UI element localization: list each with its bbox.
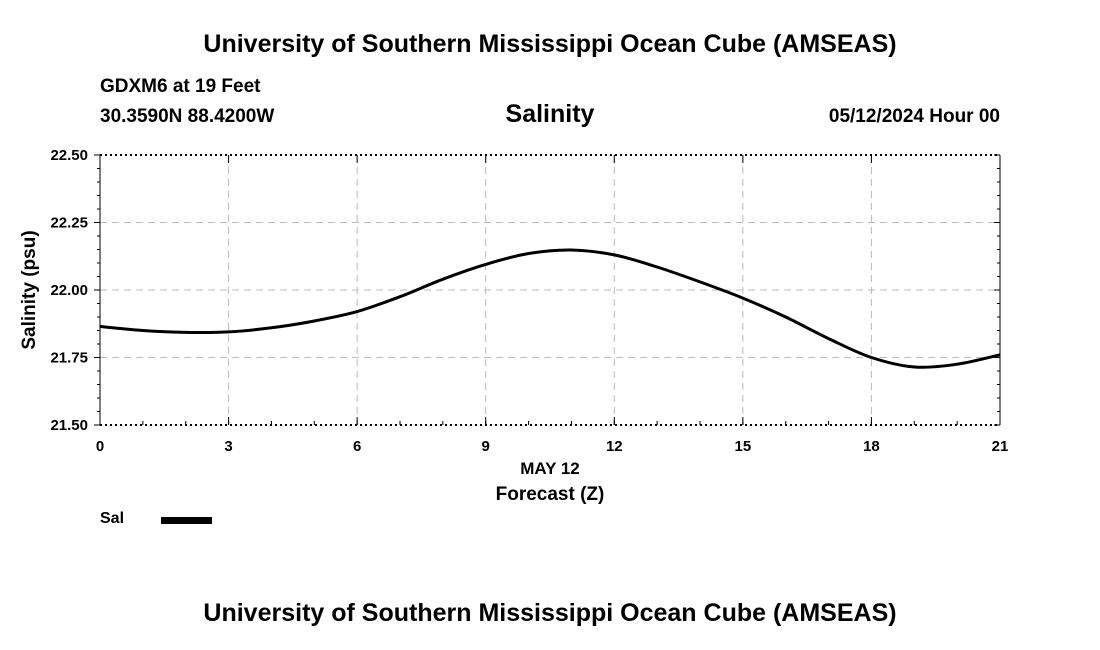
y-tick-label: 21.75 xyxy=(50,350,88,367)
y-tick-label: 22.50 xyxy=(50,147,88,164)
legend-line-swatch xyxy=(161,517,212,524)
x-tick-label: 0 xyxy=(96,438,104,455)
legend-label: Sal xyxy=(100,510,125,527)
x-tick-label: 9 xyxy=(482,438,490,455)
x-tick-label: 12 xyxy=(606,438,623,455)
x-tick-label: 15 xyxy=(735,438,752,455)
y-tick-label: 22.25 xyxy=(50,215,88,232)
x-axis-label: Forecast (Z) xyxy=(496,484,605,505)
x-tick-label: 6 xyxy=(353,438,361,455)
chart-title: Salinity xyxy=(505,100,595,128)
series-line-sal xyxy=(99,248,1001,369)
page-title-top: University of Southern Mississippi Ocean… xyxy=(203,30,897,58)
coordinates-label: 30.3590N 88.4200W xyxy=(100,106,275,127)
y-tick-label: 21.50 xyxy=(50,417,88,434)
station-label: GDXM6 at 19 Feet xyxy=(100,76,261,97)
y-tick-label: 22.00 xyxy=(50,282,88,299)
x-axis-sublabel: MAY 12 xyxy=(520,459,580,478)
y-axis-label: Salinity (psu) xyxy=(19,230,40,349)
x-tick-label: 3 xyxy=(224,438,232,455)
x-tick-label: 18 xyxy=(863,438,880,455)
forecast-datetime: 05/12/2024 Hour 00 xyxy=(828,106,1000,127)
page-title-bottom: University of Southern Mississippi Ocean… xyxy=(203,599,897,627)
x-tick-label: 21 xyxy=(992,438,1009,455)
